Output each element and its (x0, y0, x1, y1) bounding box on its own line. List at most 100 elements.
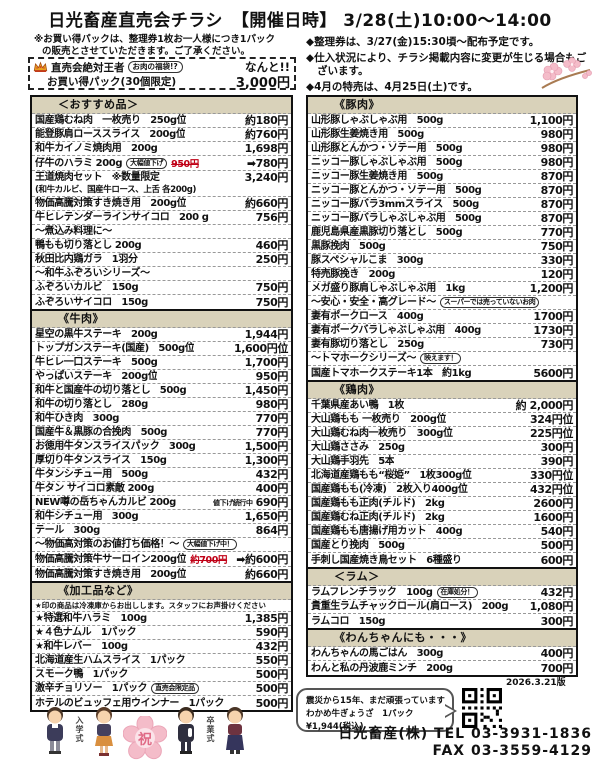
item-badge: 直売会限定品 (151, 683, 199, 694)
item-price: 1700円 (533, 310, 573, 323)
item-name: 秋田比内鶏ガラ 1羽分 (35, 254, 138, 265)
price-row: ホテルのビュッフェ用ウインナー 1パック 500円 (32, 696, 291, 710)
item-price: 750円 (255, 295, 289, 309)
item-price: 770円 (255, 426, 289, 439)
item-price: 540円 (540, 525, 574, 538)
item-name: 山形豚とんかつ・ソテー用 500g (311, 143, 463, 154)
item-badge: 映えます！ (420, 353, 462, 364)
item-price: 980円 (540, 142, 574, 155)
item-name: ラムコロ 150g (311, 615, 386, 627)
item-name: お徳用牛タンスライスパック 300g (35, 441, 196, 452)
price-row: ふぞろいサイコロ 150g 750円 (32, 295, 291, 309)
footer-illustrations: 入学式 祝 (42, 706, 248, 762)
item-name: 王道焼肉セット ※数量限定 (35, 172, 160, 183)
price-row: ～トマホークシリーズ～ 映えます！ (308, 352, 576, 366)
price-row: 国産鶏むね肉 一枚売り 250g位 約180円 (32, 114, 291, 128)
item-name: ニッコー豚バラしゃぶしゃぶ用 500g (311, 213, 482, 224)
price-row: テール 300g 864円 (32, 524, 291, 538)
item-price: 590円 (255, 626, 289, 639)
item-old-price: 約700円 (190, 555, 228, 566)
item-tag: 値下げ続行中 (213, 498, 253, 507)
item-price: 1730円 (533, 324, 573, 337)
price-row: 牛ヒレ一口ステーキ 500g 1,700円 (32, 356, 291, 370)
price-row: ★特選和牛ハラミ 100g 1,385円 (32, 612, 291, 626)
item-name: ～トマホークシリーズ～ (311, 353, 417, 364)
price-row: 和牛ひき肉 300g 770円 (32, 412, 291, 426)
item-name: ふぞろいサイコロ 150g (35, 296, 148, 308)
bullet-tickets: ◆整理券は、3/27(金)15:30頃～配布予定です。 (306, 36, 540, 48)
item-price: 460円 (255, 239, 289, 252)
item-name: 国産鶏むね正肉(チルド) 2kg (311, 512, 445, 523)
price-row: 特売豚挽き 200g 120円 (308, 268, 576, 282)
item-name: NEW噂の岳ちゃんカルビ 200g (35, 497, 176, 508)
item-price: 1,450円 (244, 384, 289, 397)
price-row: 妻有豚切り落とし 250g 730円 (308, 338, 576, 352)
pack-label: お買い得パック(30個限定) (47, 75, 177, 88)
event-info-bullets: ◆整理券は、3/27(金)15:30頃～配布予定です。 ◆仕入状況により、チラシ… (306, 36, 594, 96)
item-name: 和牛と国産牛の切り落とし 500g (35, 385, 187, 396)
price-row: 北海道産鶏もも“桜姫” 1枚300g位 330円位 (308, 469, 576, 483)
section-header: ＜おすすめ品＞ (32, 97, 291, 114)
item-name: やっぱいステーキ 200g位 (35, 371, 158, 382)
item-name: 和牛の切り落とし 280g (35, 399, 148, 410)
price-row: 厚切り牛タンスライス 150g 1,300円 (32, 454, 291, 468)
item-price: 870円 (540, 212, 574, 225)
graduation-ceremony-label: 卒業式 (206, 716, 215, 743)
item-name: ニッコー豚とんかつ・ソテー用 500g (311, 185, 482, 196)
item-price: 950円 (255, 370, 289, 383)
price-row: 王道焼肉セット ※数量限定 3,240円 (和牛カルビ、国産牛ロース、上舌 各2… (32, 171, 291, 197)
item-price: 730円 (540, 338, 574, 351)
price-row: ニッコー豚バラしゃぶしゃぶ用 500g 870円 (308, 212, 576, 226)
bullet-next-sale: ◆4月の特売は、4月25日(土)です。 (306, 80, 478, 93)
item-price: 5600円 (533, 366, 573, 380)
price-row: ★和牛レバー 100g 432円 (32, 640, 291, 654)
item-price: 400円 (540, 647, 574, 660)
fukubukuro-bubble: お肉の福袋!? (127, 61, 183, 73)
item-price: 約660円 (245, 197, 288, 210)
item-name: 仔牛のハラミ 200g (35, 157, 123, 169)
price-row: ～和牛ふぞろいシリーズ～ (32, 267, 291, 281)
item-name: テール 300g (35, 525, 100, 536)
item-price: 980円 (540, 128, 574, 141)
speech-line-1: 震災から15年、まだ頑張っています (306, 696, 445, 706)
champion-label: 直売会絶対王者 (51, 61, 125, 74)
price-row: 激辛チョリソー 1パック 直売会限定品 500円 (32, 682, 291, 696)
item-price: 400円 (255, 482, 289, 495)
speech-line-2: わかめ牛ぎょうざ 1パック ¥1,944(税込) (306, 709, 414, 732)
price-row: ニッコー豚生姜焼き用 500g 870円 (308, 170, 576, 184)
price-row: ラムコロ 150g 300円 (308, 614, 576, 628)
section-header: 《鶏肉》 (308, 382, 576, 399)
item-name: ★４色ナムル 1パック (35, 627, 137, 638)
item-price: 1,500円 (244, 440, 289, 453)
price-row: 大山鶏むね肉一枚売り 300g位 225円位 (308, 427, 576, 441)
item-name: 妻有ポークロース 400g (311, 311, 424, 322)
item-name: 黒豚挽肉 500g (311, 241, 386, 252)
price-row: 物価高騰対策すき焼き用 200g位 約660円 (32, 197, 291, 211)
price-row: やっぱいステーキ 200g位 950円 (32, 370, 291, 384)
price-row: お徳用牛タンスライスパック 300g 1,500円 (32, 440, 291, 454)
qr-code (462, 688, 502, 732)
item-price: 324円位 (530, 413, 573, 426)
item-name: 国産鶏むね肉 一枚売り 250g位 (35, 115, 187, 126)
item-name: 牛ヒレテンダーラインサイコロ 200 g (35, 212, 209, 223)
price-row: 国産鶏もも(冷凍) 2枚入り400g位 432円位 (308, 483, 576, 497)
price-row: 能登豚肩ローススライス 200g位 約760円 (32, 128, 291, 142)
section-rows: 千葉県産あい鴨 1枚 約 2,000円 大山鶏もも 一枚売り 200g位 324… (308, 399, 576, 567)
item-name: わんと私の丹波鹿ミンチ 200g (311, 662, 453, 674)
exclaim-label: なんと!! (245, 60, 290, 74)
item-name: 北海道産鶏もも“桜姫” 1枚300g位 (311, 470, 472, 481)
price-row: 北海道産生ハムスライス 1パック 550円 (32, 654, 291, 668)
tel-line: 日光畜産(株) TEL 03-3931-1836 (338, 726, 592, 742)
item-name: ニッコー豚しゃぶしゃぶ用 500g (311, 157, 463, 168)
price-row: 牛タン サイコロ素敵 200g 400円 (32, 482, 291, 496)
section-rows: わんちゃんの馬ごはん 300g 400円 わんと私の丹波鹿ミンチ 200g 70… (308, 647, 576, 675)
item-note: (和牛カルビ、国産牛ロース、上舌 各200g) (35, 185, 196, 195)
item-name: 厚切り牛タンスライス 150g (35, 455, 167, 466)
item-price: 1600円 (533, 511, 573, 524)
item-price: 750円 (255, 281, 289, 294)
item-name: 国産鶏もも唐揚げ用カット 400g (311, 526, 463, 537)
price-row: わんと私の丹波鹿ミンチ 200g 700円 (308, 661, 576, 675)
item-price: 300円 (540, 614, 574, 628)
item-price: 1,600円位 (234, 342, 288, 355)
price-row: 国産鶏もも正肉(チルド) 2kg 2600円 (308, 497, 576, 511)
